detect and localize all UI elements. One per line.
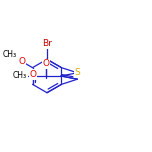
Text: Br: Br bbox=[42, 39, 52, 48]
Text: O: O bbox=[43, 59, 50, 68]
Text: O: O bbox=[18, 57, 25, 66]
Text: CH₃: CH₃ bbox=[13, 71, 27, 81]
Text: S: S bbox=[74, 68, 80, 77]
Text: CH₃: CH₃ bbox=[3, 50, 17, 59]
Text: O: O bbox=[29, 70, 36, 79]
